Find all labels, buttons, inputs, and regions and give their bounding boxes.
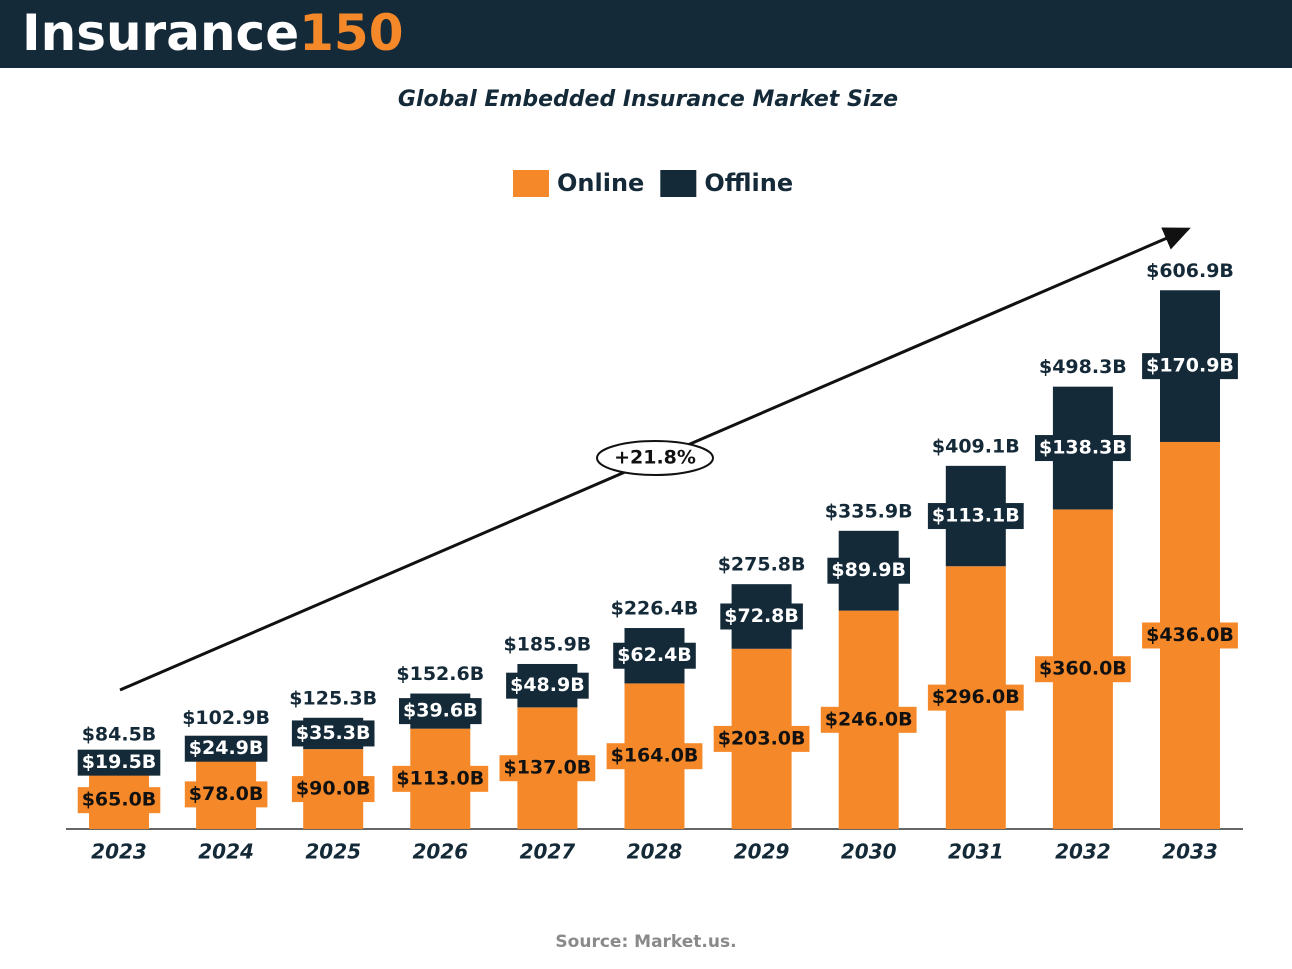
legend-swatch — [513, 170, 549, 197]
value-label: $203.0B — [718, 727, 806, 749]
value-label: $65.0B — [82, 789, 157, 811]
value-label-box — [77, 749, 161, 776]
value-label: $113.0B — [396, 767, 484, 789]
x-tick-label: 2032 — [1055, 840, 1111, 864]
value-label: $138.3B — [1039, 437, 1127, 459]
value-label-box — [291, 720, 375, 747]
value-label-box — [399, 698, 482, 725]
x-tick-label: 2031 — [948, 840, 1004, 864]
total-label: $275.8B — [718, 554, 806, 576]
value-label-box — [927, 503, 1024, 530]
chart-title: Global Embedded Insurance Market Size — [398, 87, 898, 112]
legend-label: Offline — [704, 169, 793, 197]
header-bar — [0, 0, 1292, 68]
value-label-box — [77, 787, 161, 814]
source: Source: Market.us. — [555, 932, 736, 952]
value-label: $78.0B — [189, 783, 264, 805]
total-label: $226.4B — [611, 598, 699, 620]
value-label: $246.0B — [825, 708, 913, 730]
x-tick-label: 2029 — [734, 840, 790, 864]
value-label-box — [927, 684, 1024, 711]
total-label: $102.9B — [182, 707, 270, 729]
x-tick-label: 2023 — [91, 840, 147, 864]
value-label-box — [392, 765, 489, 792]
total-label: $125.3B — [289, 687, 377, 709]
value-label-box — [1034, 435, 1131, 462]
total-label: $152.6B — [396, 663, 484, 685]
total-label: $84.5B — [82, 723, 157, 745]
value-label-box — [1142, 622, 1238, 649]
brand-number: 150 — [299, 4, 403, 62]
value-label-box — [613, 642, 696, 669]
value-label: $72.8B — [724, 605, 799, 627]
x-tick-label: 2030 — [841, 840, 897, 864]
x-tick-label: 2026 — [412, 840, 468, 864]
value-label-box — [506, 672, 589, 699]
value-label: $90.0B — [296, 778, 371, 800]
legend-label: Online — [557, 169, 644, 197]
value-label-box — [606, 743, 703, 770]
value-label: $164.0B — [611, 745, 699, 767]
x-tick-label: 2024 — [198, 840, 254, 864]
value-label: $35.3B — [296, 722, 371, 744]
value-label-box — [184, 781, 268, 808]
total-label: $606.9B — [1146, 260, 1234, 282]
total-label: $185.9B — [503, 633, 591, 655]
x-tick-label: 2025 — [305, 840, 361, 864]
value-label: $89.9B — [831, 559, 906, 581]
value-label-box — [820, 706, 917, 733]
value-label: $113.1B — [932, 505, 1020, 527]
value-label: $62.4B — [617, 644, 692, 666]
value-label: $436.0B — [1146, 624, 1234, 646]
value-label-box — [713, 725, 810, 752]
total-label: $498.3B — [1039, 356, 1127, 378]
value-label-box — [184, 735, 268, 762]
value-label: $39.6B — [403, 700, 478, 722]
x-tick-label: 2027 — [520, 840, 576, 864]
value-label-box — [1034, 656, 1131, 683]
x-tick-label: 2033 — [1162, 840, 1218, 864]
total-label: $335.9B — [825, 500, 913, 522]
value-label-box — [827, 557, 910, 584]
value-label: $24.9B — [189, 737, 264, 759]
value-label: $19.5B — [82, 751, 157, 773]
value-label: $48.9B — [510, 674, 585, 696]
value-label: $360.0B — [1039, 658, 1127, 680]
value-label: $137.0B — [503, 757, 591, 779]
x-tick-label: 2028 — [627, 840, 683, 864]
legend-swatch — [660, 170, 697, 197]
value-label-box — [499, 755, 596, 782]
brand: Insurance150 — [22, 4, 403, 62]
value-label-box — [720, 603, 803, 630]
value-label-box — [1142, 353, 1238, 380]
value-label: $170.9B — [1146, 355, 1234, 377]
brand-name: Insurance — [22, 4, 299, 62]
value-label-box — [291, 776, 375, 803]
total-label: $409.1B — [932, 435, 1020, 457]
annotation-ellipse — [596, 440, 714, 476]
annotation: +21.8% — [614, 447, 696, 469]
value-label: $296.0B — [932, 686, 1020, 708]
